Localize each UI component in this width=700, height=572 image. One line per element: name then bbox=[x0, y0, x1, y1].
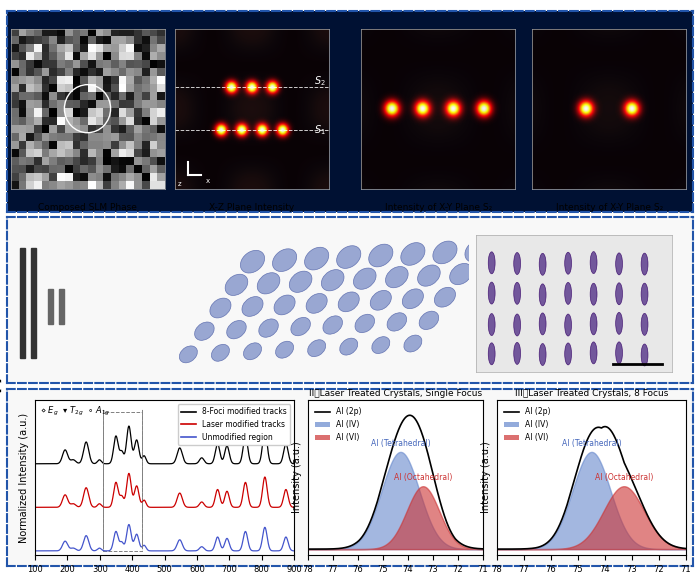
Text: Al (Octahedral): Al (Octahedral) bbox=[595, 474, 653, 482]
Ellipse shape bbox=[387, 313, 407, 331]
Ellipse shape bbox=[565, 252, 571, 274]
Ellipse shape bbox=[489, 282, 495, 304]
Ellipse shape bbox=[465, 240, 489, 262]
Ellipse shape bbox=[210, 298, 231, 318]
Ellipse shape bbox=[539, 284, 546, 306]
Ellipse shape bbox=[307, 340, 326, 356]
Text: x: x bbox=[206, 178, 210, 184]
Legend: Al (2p), Al (IV), Al (VI): Al (2p), Al (IV), Al (VI) bbox=[312, 404, 365, 445]
Ellipse shape bbox=[372, 337, 390, 353]
Ellipse shape bbox=[489, 313, 495, 336]
Text: C: C bbox=[0, 378, 3, 398]
Text: Intensity of X-Y Plane S₂: Intensity of X-Y Plane S₂ bbox=[384, 203, 492, 212]
Title: II）Laser Treated Crystals, Single Focus: II）Laser Treated Crystals, Single Focus bbox=[309, 389, 482, 398]
Ellipse shape bbox=[386, 267, 408, 288]
Text: $\diamond$ $E_g$  $\blacktriangledown$ $T_{2g}$  $\circ$ $A_{1g}$: $\diamond$ $E_g$ $\blacktriangledown$ $T… bbox=[40, 405, 111, 418]
Ellipse shape bbox=[242, 296, 263, 316]
Ellipse shape bbox=[338, 292, 359, 312]
Title: III）Laser Treated Crystals, 8 Focus: III）Laser Treated Crystals, 8 Focus bbox=[514, 389, 668, 398]
Ellipse shape bbox=[514, 283, 521, 304]
Ellipse shape bbox=[404, 335, 422, 352]
Ellipse shape bbox=[290, 317, 310, 336]
Ellipse shape bbox=[539, 313, 546, 335]
Y-axis label: Intensity (a.u.): Intensity (a.u.) bbox=[293, 442, 302, 514]
Bar bbox=[59, 289, 64, 324]
Ellipse shape bbox=[565, 343, 571, 365]
Ellipse shape bbox=[489, 252, 495, 274]
Ellipse shape bbox=[641, 344, 648, 366]
Ellipse shape bbox=[590, 283, 597, 305]
Ellipse shape bbox=[244, 343, 262, 360]
Ellipse shape bbox=[257, 273, 280, 294]
Ellipse shape bbox=[419, 311, 439, 329]
Legend: Al (2p), Al (IV), Al (VI): Al (2p), Al (IV), Al (VI) bbox=[500, 404, 554, 445]
Ellipse shape bbox=[514, 252, 521, 275]
Ellipse shape bbox=[565, 283, 571, 304]
Ellipse shape bbox=[354, 268, 376, 289]
Ellipse shape bbox=[304, 247, 329, 270]
Bar bbox=[103, 412, 142, 551]
Ellipse shape bbox=[370, 291, 391, 310]
Ellipse shape bbox=[641, 283, 648, 305]
Ellipse shape bbox=[323, 316, 342, 334]
Ellipse shape bbox=[340, 338, 358, 355]
Ellipse shape bbox=[590, 252, 597, 273]
Text: Composed SLM Phase: Composed SLM Phase bbox=[38, 203, 137, 212]
Ellipse shape bbox=[321, 269, 344, 291]
Ellipse shape bbox=[274, 295, 295, 315]
Ellipse shape bbox=[401, 243, 425, 265]
Ellipse shape bbox=[514, 314, 521, 336]
Ellipse shape bbox=[355, 314, 374, 333]
Ellipse shape bbox=[240, 251, 265, 273]
Y-axis label: Intensity (a.u.): Intensity (a.u.) bbox=[482, 442, 491, 514]
Ellipse shape bbox=[272, 249, 297, 272]
Y-axis label: Normalized Intensity (a.u.): Normalized Intensity (a.u.) bbox=[20, 412, 29, 543]
Ellipse shape bbox=[616, 342, 622, 364]
Text: Al (Tetrahedral): Al (Tetrahedral) bbox=[371, 439, 430, 448]
Bar bbox=[48, 289, 53, 324]
Text: $S_2$: $S_2$ bbox=[314, 75, 326, 89]
Ellipse shape bbox=[539, 344, 546, 366]
Ellipse shape bbox=[402, 289, 423, 309]
Bar bbox=[20, 248, 25, 358]
Ellipse shape bbox=[289, 271, 312, 292]
Ellipse shape bbox=[369, 244, 393, 267]
Ellipse shape bbox=[565, 314, 571, 336]
Ellipse shape bbox=[449, 264, 473, 285]
Ellipse shape bbox=[306, 293, 327, 313]
Ellipse shape bbox=[433, 241, 457, 264]
Legend: 8-Foci modified tracks, Laser modified tracks, Unmodified region: 8-Foci modified tracks, Laser modified t… bbox=[178, 404, 290, 445]
Ellipse shape bbox=[514, 343, 521, 364]
Ellipse shape bbox=[641, 253, 648, 275]
Ellipse shape bbox=[227, 320, 246, 339]
Ellipse shape bbox=[590, 342, 597, 364]
Ellipse shape bbox=[418, 265, 440, 286]
Ellipse shape bbox=[616, 312, 622, 334]
Ellipse shape bbox=[641, 313, 648, 335]
Ellipse shape bbox=[259, 319, 279, 337]
Ellipse shape bbox=[337, 246, 360, 268]
Text: Intensity of X-Y Plane S₂: Intensity of X-Y Plane S₂ bbox=[556, 203, 664, 212]
Ellipse shape bbox=[179, 346, 197, 363]
Ellipse shape bbox=[211, 344, 230, 362]
Text: $S_1$: $S_1$ bbox=[314, 123, 326, 137]
Ellipse shape bbox=[435, 287, 456, 307]
Ellipse shape bbox=[489, 343, 495, 365]
Ellipse shape bbox=[276, 341, 293, 358]
Ellipse shape bbox=[590, 313, 597, 335]
Ellipse shape bbox=[225, 274, 248, 296]
Text: Al (Octahedral): Al (Octahedral) bbox=[394, 474, 452, 482]
Text: Al (Tetrahedral): Al (Tetrahedral) bbox=[562, 439, 622, 448]
Text: z: z bbox=[178, 181, 181, 187]
Bar bbox=[31, 248, 36, 358]
Ellipse shape bbox=[616, 283, 622, 305]
Ellipse shape bbox=[616, 253, 622, 275]
Ellipse shape bbox=[539, 253, 546, 275]
Text: X-Z Plane Intensity: X-Z Plane Intensity bbox=[209, 203, 295, 212]
Ellipse shape bbox=[195, 322, 214, 340]
